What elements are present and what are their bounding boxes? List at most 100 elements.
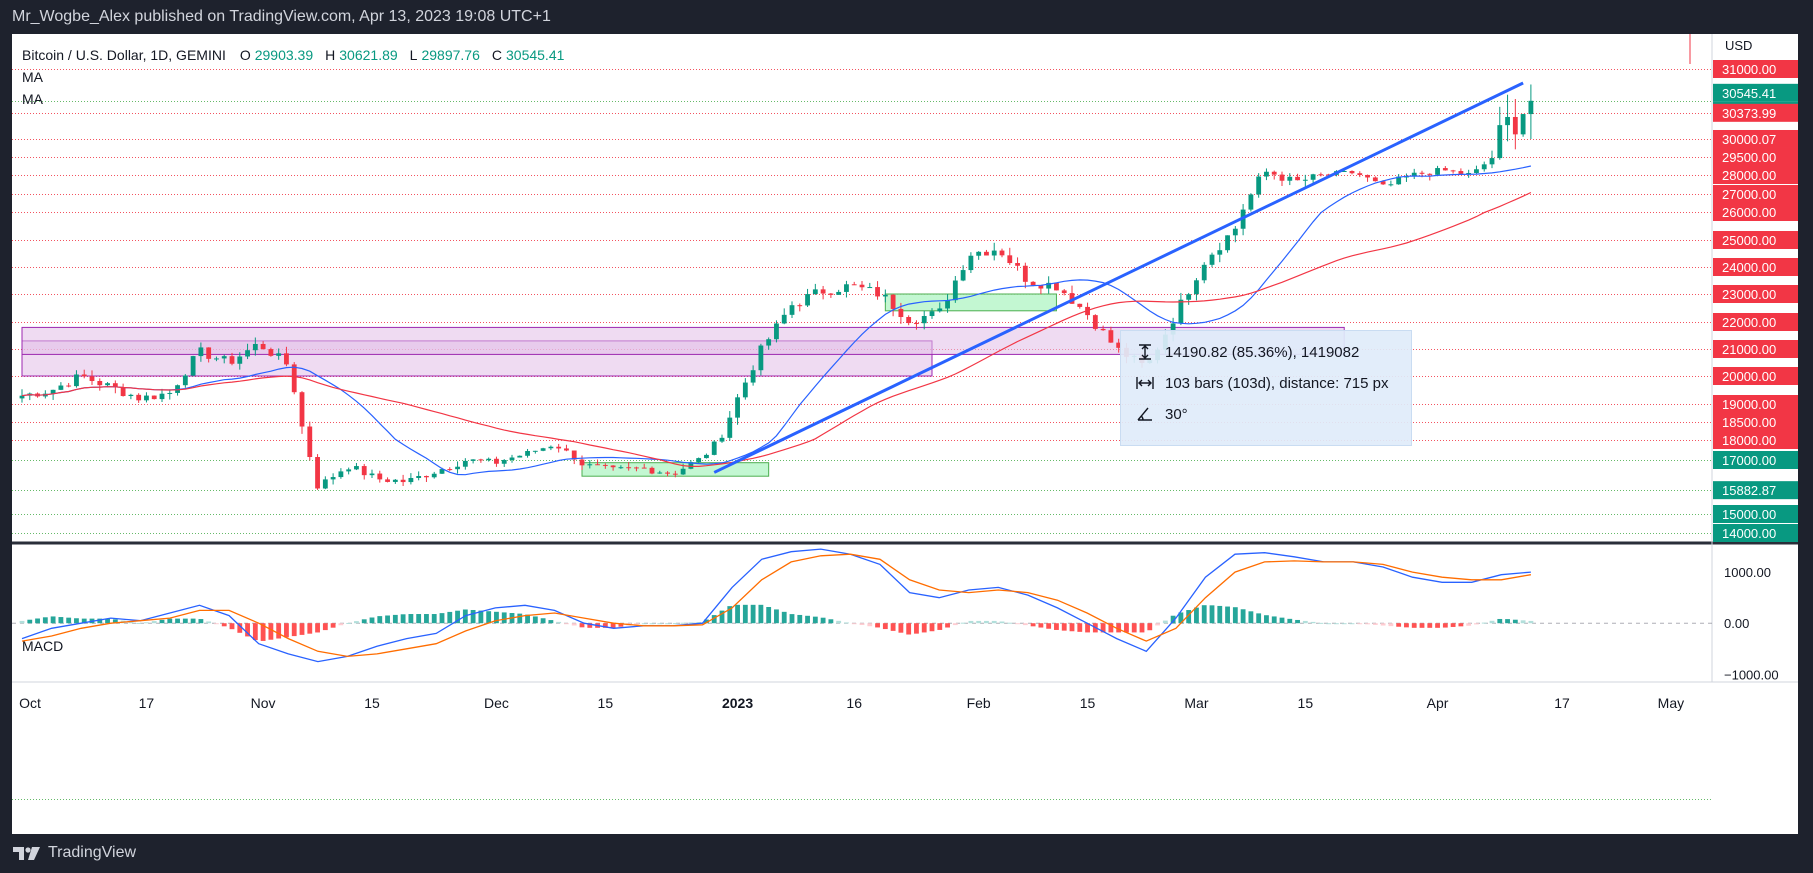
candle-body	[991, 250, 997, 256]
candle-body	[89, 376, 95, 381]
macd-histogram-bar	[307, 623, 313, 634]
candle-body	[385, 479, 390, 482]
candle-body	[377, 473, 383, 480]
candle-body	[875, 287, 880, 297]
macd-histogram-bar	[190, 618, 196, 624]
macd-histogram-bar	[501, 612, 507, 624]
candle-body	[299, 392, 305, 427]
macd-histogram-bar	[1225, 606, 1230, 624]
macd-histogram-bar	[1147, 623, 1153, 631]
chart-frame[interactable]: 31000.0030545.4105:51:1730373.9930000.07…	[12, 34, 1798, 834]
macd-histogram-bar	[136, 622, 142, 624]
macd-histogram-bar	[1256, 613, 1262, 624]
macd-histogram-bar	[50, 616, 56, 624]
macd-histogram-bar	[97, 618, 103, 624]
macd-histogram-bar	[1030, 623, 1036, 627]
macd-histogram-bar	[494, 611, 499, 624]
macd-histogram-bar	[385, 615, 390, 624]
footer-brand[interactable]: TradingView	[12, 841, 136, 865]
candle-body	[1264, 171, 1269, 177]
price-tag-label: 25000.00	[1722, 233, 1776, 248]
candle-body	[151, 395, 157, 400]
macd-histogram-bar	[1442, 623, 1448, 628]
time-tick-label: May	[1658, 695, 1684, 711]
macd-histogram-bar	[641, 623, 647, 625]
price-tag-bg	[1713, 103, 1798, 122]
price-tag-bg	[1713, 129, 1798, 148]
candle-body	[587, 464, 593, 466]
price-tag-bg	[1713, 166, 1798, 184]
price-tag-label: 21000.00	[1722, 342, 1776, 357]
macd-histogram-bar	[742, 604, 748, 624]
price-tag-label: 30545.41	[1722, 86, 1776, 101]
candle-body	[167, 392, 173, 394]
macd-histogram-bar	[1341, 623, 1347, 625]
price-tag-bg	[1713, 395, 1798, 413]
candle-body	[470, 459, 476, 461]
macd-histogram-bar	[1505, 619, 1510, 624]
candle-body	[1116, 342, 1122, 348]
candle-body	[260, 343, 266, 350]
candle-body	[805, 294, 810, 306]
macd-histogram-bar	[1365, 623, 1370, 625]
legend-high-label: H	[325, 47, 336, 63]
macd-histogram-bar	[1131, 623, 1137, 633]
candle-body	[214, 358, 219, 360]
time-tick-label: 15	[364, 695, 380, 711]
candle-body	[750, 370, 756, 383]
price-tag-bg	[1713, 258, 1798, 276]
candle-body	[408, 477, 414, 483]
macd-histogram-bar	[1015, 623, 1020, 625]
chart-canvas[interactable]: 31000.0030545.4105:51:1730373.9930000.07…	[12, 34, 1798, 834]
candle-body	[105, 383, 110, 386]
candle-body	[735, 397, 740, 418]
macd-histogram-bar	[252, 623, 258, 641]
candle-body	[595, 464, 600, 466]
candle-body	[112, 383, 118, 388]
macd-histogram-bar	[1170, 615, 1176, 624]
macd-histogram-bar	[1155, 623, 1160, 626]
macd-histogram-bar	[548, 620, 554, 624]
zone-green	[884, 293, 1057, 312]
tradingview-logo-icon	[13, 847, 40, 860]
macd-histogram-bar	[354, 621, 359, 624]
price-tag-label: 19000.00	[1722, 397, 1776, 412]
legend-symbol[interactable]: Bitcoin / U.S. Dollar, 1D, GEMINI	[22, 47, 226, 63]
legend-ma-slow[interactable]: MA	[22, 91, 43, 107]
macd-histogram-bar	[602, 623, 608, 628]
macd-histogram-bar	[1528, 620, 1534, 624]
candle-body	[641, 467, 647, 469]
candle-body	[929, 311, 935, 317]
candle-body	[19, 395, 25, 399]
macd-histogram-bar	[1427, 623, 1433, 628]
legend-open: 29903.39	[254, 47, 314, 63]
macd-histogram-bar	[206, 621, 212, 624]
macd-histogram-bar	[1139, 623, 1145, 633]
measure-bars: 103 bars (103d), distance: 715 px	[1165, 374, 1389, 392]
candle-body	[66, 385, 72, 387]
macd-histogram-bar	[820, 617, 826, 624]
candle-body	[416, 475, 422, 478]
candle-body	[1427, 173, 1433, 175]
candle-body	[781, 314, 787, 324]
candle-body	[1341, 170, 1347, 172]
candle-body	[501, 459, 507, 464]
candle-body	[898, 308, 904, 318]
candle-body	[571, 450, 577, 460]
macd-histogram-bar	[268, 623, 274, 640]
legend-ma-fast[interactable]: MA	[22, 69, 43, 85]
macd-histogram-bar	[727, 606, 733, 624]
candle-body	[1287, 176, 1293, 181]
macd-pane-label[interactable]: MACD	[22, 638, 64, 654]
candle-body	[548, 446, 554, 449]
time-tick-label: 15	[598, 695, 614, 711]
macd-histogram-bar	[221, 623, 227, 627]
candle-body	[649, 467, 655, 474]
candle-body	[291, 364, 297, 393]
candle-body	[1170, 323, 1176, 335]
chart-legend: Bitcoin / U.S. Dollar, 1D, GEMINI O 29903…	[22, 44, 564, 110]
macd-histogram-bar	[198, 619, 204, 624]
macd-histogram-bar	[517, 613, 523, 624]
candle-body	[1388, 184, 1394, 186]
candle-body	[330, 477, 336, 480]
